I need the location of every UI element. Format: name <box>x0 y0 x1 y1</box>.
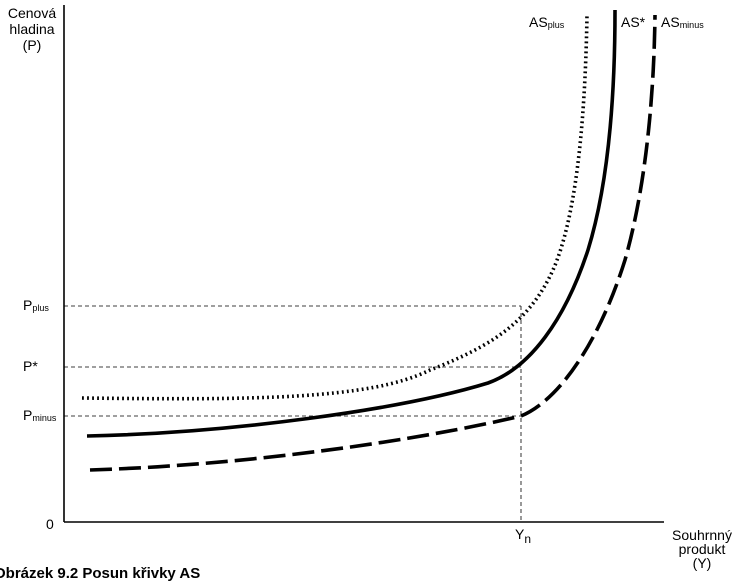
p-plus-main: P <box>23 297 33 313</box>
x-axis-label-line-2: produkt <box>678 541 726 557</box>
p-star-main: P* <box>23 358 38 374</box>
y-axis-label-line-1: Cenová <box>7 5 57 21</box>
yn-label: Yn <box>515 526 532 547</box>
yn-main: Y <box>515 526 525 542</box>
as-plus-curve <box>81 14 589 401</box>
as-minus-sub: minus <box>679 20 704 30</box>
p-plus-label: Pplus <box>23 298 49 315</box>
p-minus-label: Pminus <box>23 408 56 425</box>
as-star-main: AS* <box>621 14 646 30</box>
figure-caption: Obrázek 9.2 Posun křivky AS <box>0 565 201 582</box>
as-star-curve <box>86 9 617 438</box>
as-plus-sub: plus <box>547 20 565 30</box>
p-plus-sub: plus <box>32 303 49 313</box>
as-minus-label: ASminus <box>661 15 704 32</box>
y-axis-label: Cenová hladina (P) <box>3 5 61 53</box>
as-minus-main: AS <box>661 14 680 30</box>
x-axis-label: Souhrnný produkt (Y) <box>660 528 744 570</box>
x-axis-label-line-3: (Y) <box>692 555 712 571</box>
p-minus-main: P <box>23 407 33 423</box>
as-plus-main: AS <box>529 14 548 30</box>
yn-sub: n <box>524 532 532 546</box>
as-plus-label: ASplus <box>529 15 564 32</box>
origin-label: 0 <box>46 516 54 532</box>
as-star-label: AS* <box>621 15 645 30</box>
y-axis-label-line-2: hladina <box>9 21 55 37</box>
x-axis-label-line-1: Souhrnný <box>672 527 732 543</box>
y-axis-label-line-3: (P) <box>22 37 42 53</box>
p-minus-sub: minus <box>32 413 57 423</box>
p-star-label: P* <box>23 359 38 374</box>
as-minus-curve <box>89 14 657 472</box>
